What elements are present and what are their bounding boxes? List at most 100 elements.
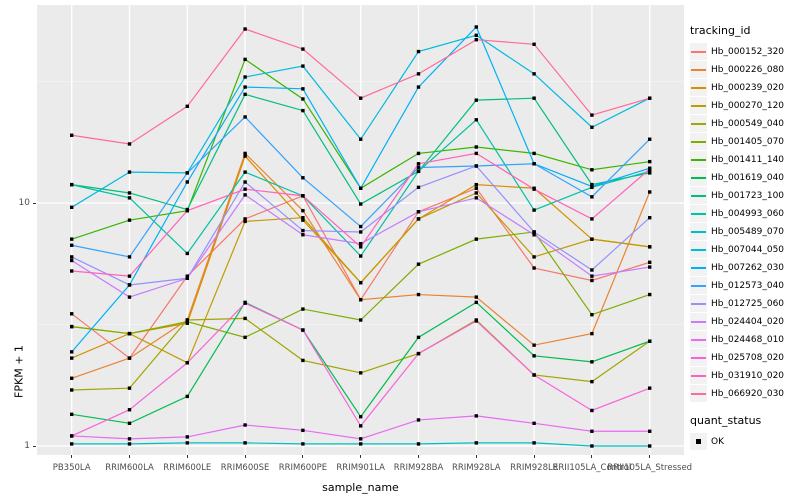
data-point — [648, 444, 652, 448]
series-points-Hb_066920_030 — [70, 27, 652, 146]
data-point — [70, 412, 74, 417]
legend-items: Hb_000152_320 Hb_000226_080 Hb_000239_020 H… — [690, 43, 798, 402]
y-tick-mark — [33, 202, 36, 204]
x-tick-mark — [244, 455, 246, 458]
legend-label: Hb_024468_010 — [711, 334, 785, 345]
data-point — [648, 429, 652, 433]
x-tick-mark — [71, 455, 73, 458]
data-point — [127, 255, 132, 259]
quant-status-title: quant_status — [690, 414, 762, 427]
data-point — [590, 312, 594, 317]
data-point — [301, 307, 305, 311]
legend-item-Hb_000270_120: Hb_000270_120 — [690, 97, 798, 114]
legend-key-line-icon — [691, 248, 706, 251]
data-point — [359, 186, 363, 190]
data-point — [416, 185, 421, 190]
data-point — [590, 274, 594, 278]
legend-key-swatch — [690, 223, 707, 240]
data-point — [474, 237, 478, 241]
data-point — [243, 85, 247, 89]
data-point — [70, 312, 74, 316]
data-point — [532, 162, 536, 166]
legend-key-line-icon — [691, 302, 706, 305]
x-tick-label-RRIM600LE: RRIM600LE — [163, 463, 212, 473]
x-tick-label-RRIM901LA: RRIM901LA — [336, 463, 385, 473]
x-tick-mark — [649, 455, 651, 458]
data-point — [185, 276, 189, 280]
data-point — [648, 386, 652, 390]
legend-key-line-icon — [691, 392, 706, 395]
data-point — [70, 243, 74, 247]
data-point — [127, 356, 132, 360]
data-point — [70, 269, 74, 273]
legend-label: Hb_012725_060 — [711, 298, 785, 309]
data-point — [532, 96, 536, 100]
legend-label: Hb_025708_020 — [711, 352, 785, 363]
data-point — [416, 151, 421, 156]
x-tick-label-RRIM600PE: RRIM600PE — [278, 463, 328, 473]
data-point — [359, 96, 363, 100]
legend-item-Hb_001405_070: Hb_001405_070 — [690, 133, 798, 150]
series-points-Hb_012573_040 — [70, 115, 652, 259]
data-point — [127, 437, 132, 441]
legend-item-Hb_031910_020: Hb_031910_020 — [690, 367, 798, 384]
y-tick-label: 10 — [18, 198, 30, 208]
legend-key-line-icon — [691, 140, 706, 143]
data-point — [474, 25, 478, 29]
legend-key-line-icon — [691, 356, 706, 359]
data-point — [127, 421, 132, 425]
data-point — [127, 386, 132, 390]
x-tick-mark — [302, 455, 304, 458]
data-point — [243, 423, 247, 427]
data-point — [474, 295, 478, 299]
legend-label: Hb_005489_070 — [711, 226, 785, 237]
data-point — [185, 208, 189, 213]
legend-key-line-icon — [691, 374, 706, 377]
data-point — [359, 254, 363, 258]
data-point — [590, 113, 594, 117]
legend-label: Hb_007262_030 — [711, 262, 785, 273]
legend-item-Hb_001619_040: Hb_001619_040 — [690, 169, 798, 186]
data-point — [70, 442, 74, 446]
legend-key-line-icon — [691, 284, 706, 287]
legend-key-swatch — [690, 295, 707, 312]
data-point — [127, 442, 132, 446]
legend-item-Hb_004993_060: Hb_004993_060 — [690, 205, 798, 222]
legend-key-line-icon — [691, 104, 706, 107]
data-point — [532, 255, 536, 259]
legend-key-swatch — [690, 385, 707, 402]
quant-status-label: OK — [711, 436, 724, 447]
legend-label: Hb_012573_040 — [711, 280, 785, 291]
legend-key-line-icon — [691, 230, 706, 233]
data-point — [127, 142, 132, 146]
data-point — [359, 297, 363, 302]
data-point — [301, 428, 305, 433]
data-point — [359, 245, 363, 249]
data-point — [474, 98, 478, 102]
data-point — [648, 215, 652, 220]
legend-label: Hb_001411_140 — [711, 154, 785, 165]
legend-key-line-icon — [691, 68, 706, 71]
data-point — [648, 260, 652, 265]
x-tick-label-RRIM600LA: RRIM600LA — [105, 463, 154, 473]
legend-key-swatch — [690, 349, 707, 366]
data-point — [590, 237, 594, 241]
legend-label: Hb_004993_060 — [711, 208, 785, 219]
series-points-Hb_025708_020 — [70, 301, 652, 438]
series-points-Hb_005489_070 — [70, 441, 652, 448]
data-point — [359, 437, 363, 441]
x-tick-label-RRIM928LA: RRIM928LA — [451, 463, 501, 473]
quant-status-items: OK — [690, 433, 798, 450]
data-point — [474, 33, 478, 37]
legend-label: Hb_000270_120 — [711, 100, 785, 111]
data-point — [359, 442, 363, 446]
data-point — [243, 115, 247, 119]
x-tick-label-RRII105LA_Control: RRII105LA_Control — [552, 463, 632, 473]
data-point — [70, 205, 74, 210]
data-point — [301, 208, 305, 213]
data-point — [243, 154, 247, 158]
data-point — [648, 167, 652, 171]
data-point — [532, 42, 536, 46]
data-point — [648, 96, 652, 100]
legend-item-Hb_001411_140: Hb_001411_140 — [690, 151, 798, 168]
